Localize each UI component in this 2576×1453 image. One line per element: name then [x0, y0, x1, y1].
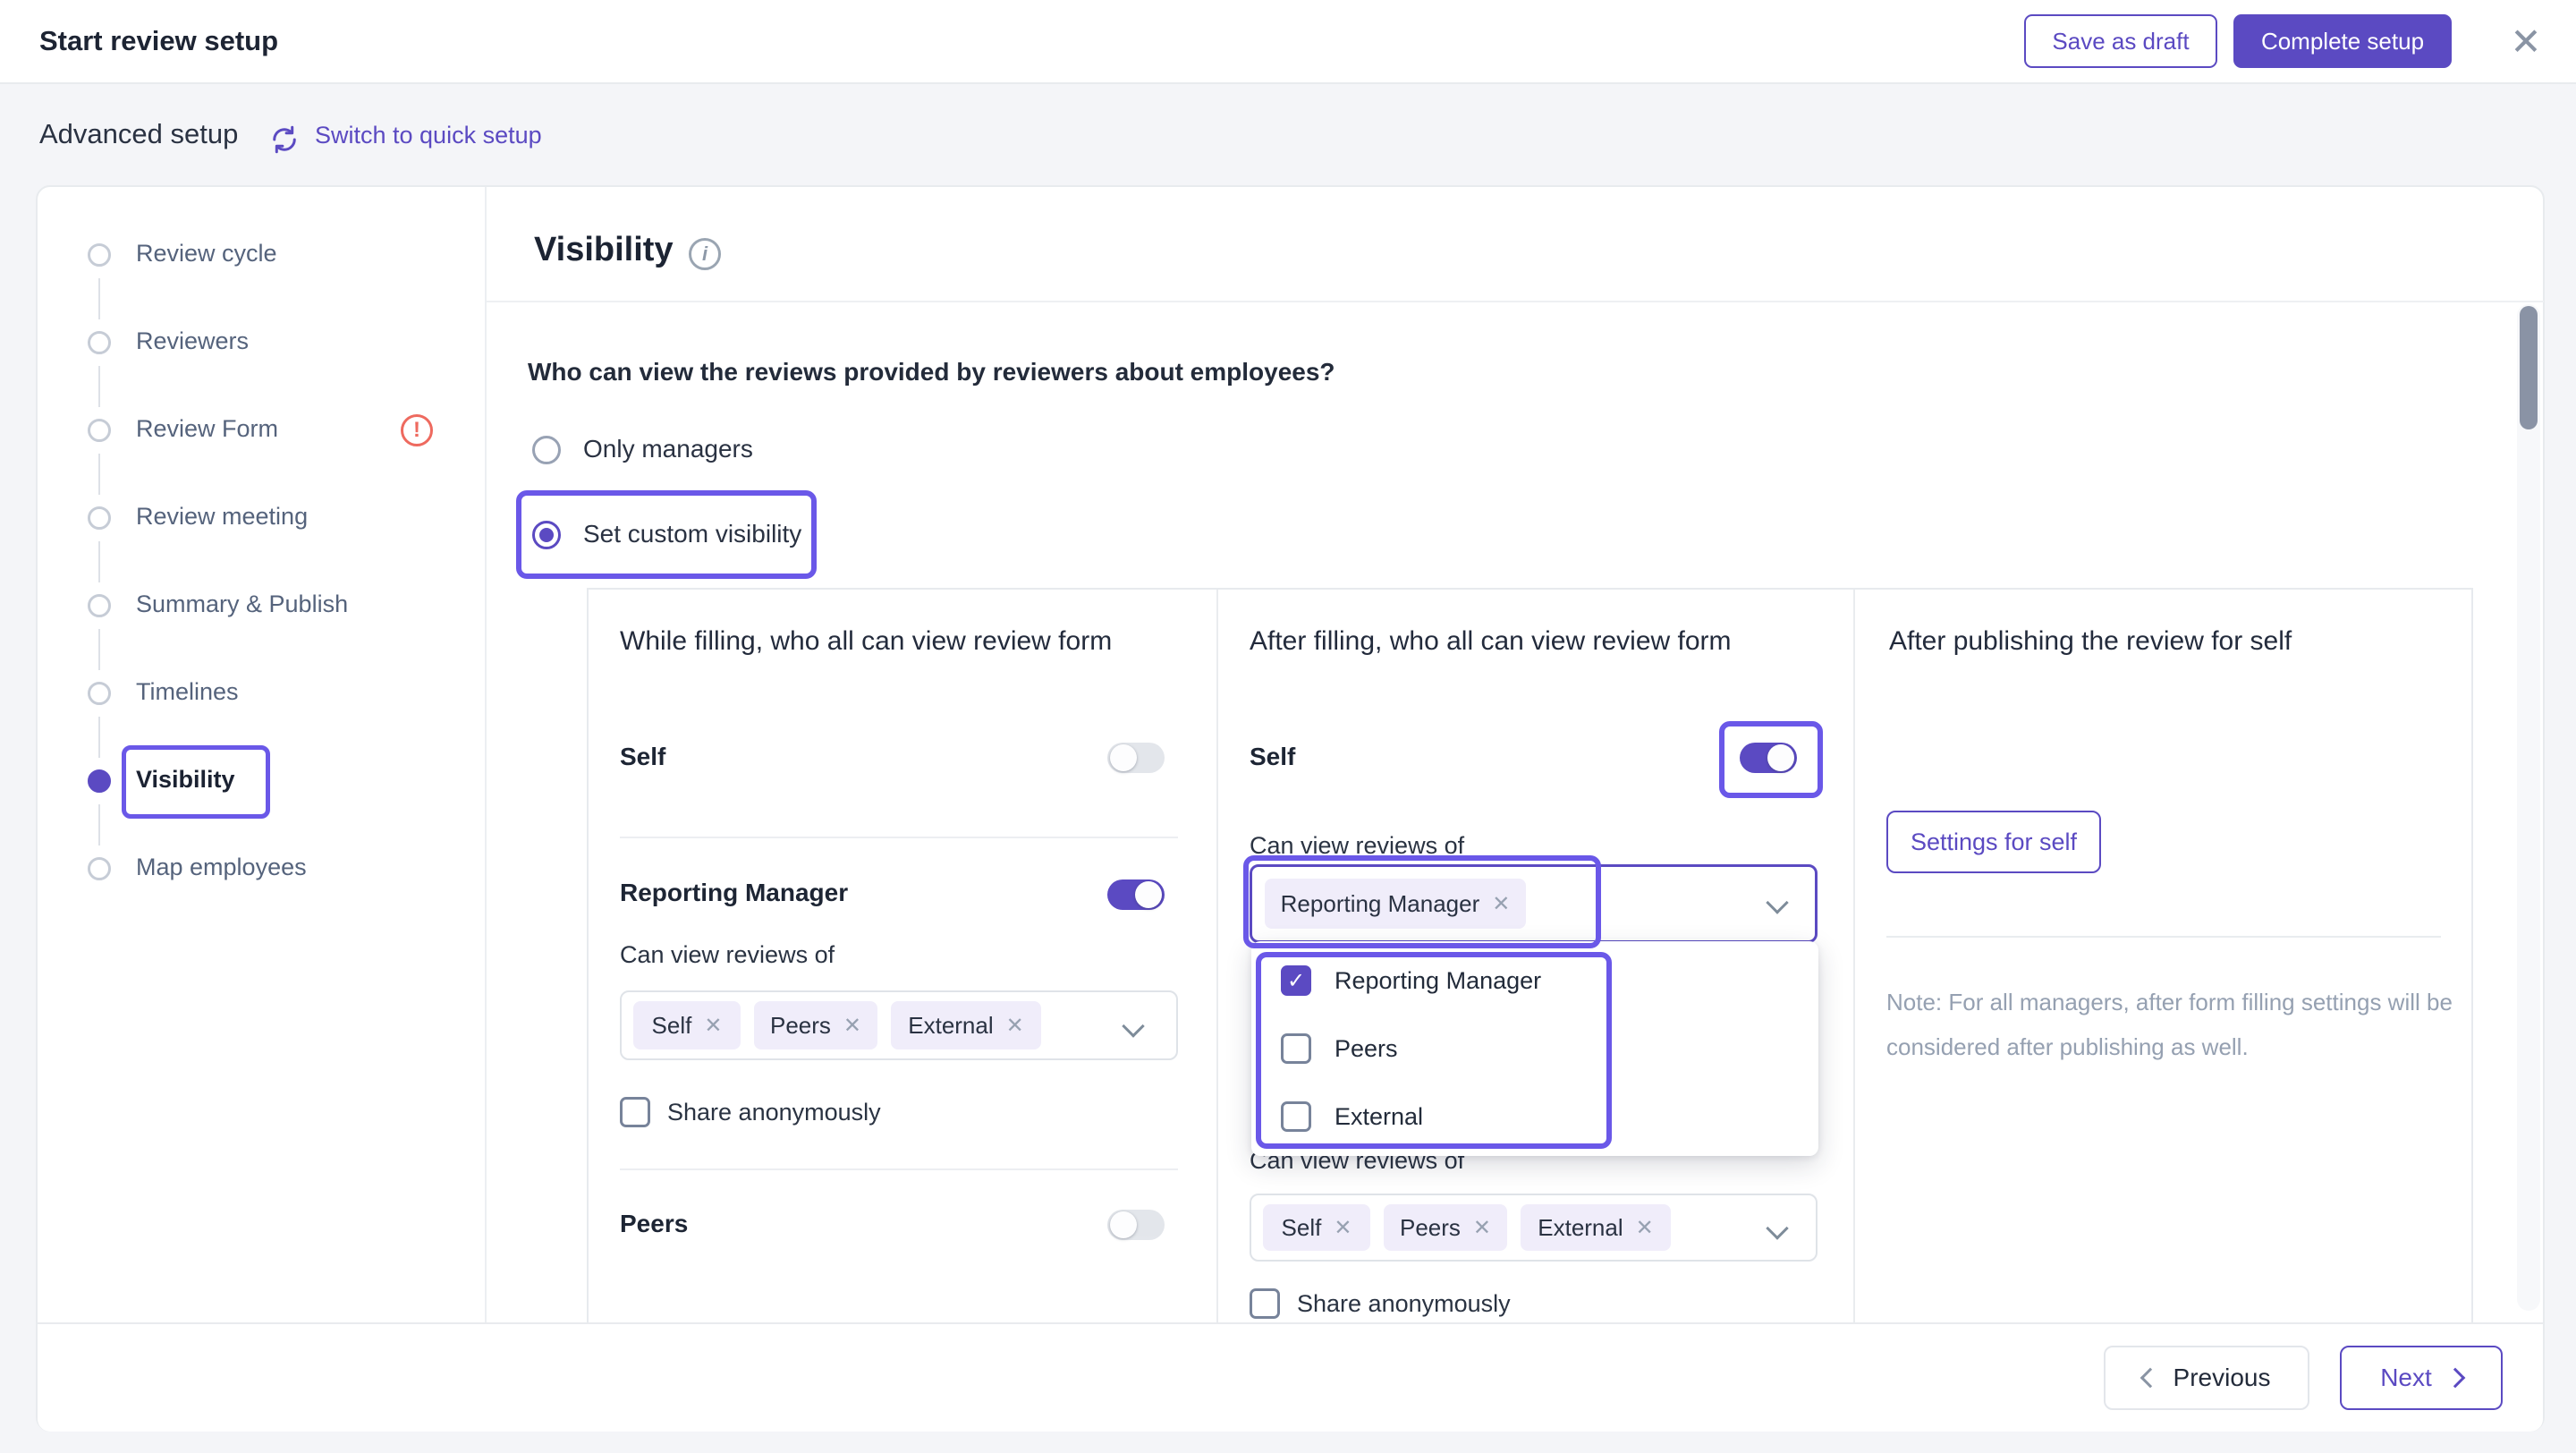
save-as-draft-button[interactable]: Save as draft — [2024, 14, 2217, 68]
col2-can-view-label: Can view reviews of — [1250, 832, 1465, 859]
sidebar-item-reviewers[interactable]: Reviewers — [136, 327, 250, 354]
chevron-right-icon — [2445, 1367, 2466, 1389]
radio-only-managers-label[interactable]: Only managers — [583, 435, 753, 463]
scroll-fade — [589, 1235, 1215, 1321]
col1-tag-self: Self ✕ — [633, 1001, 741, 1049]
remove-tag-icon[interactable]: ✕ — [1334, 1215, 1352, 1240]
complete-setup-button[interactable]: Complete setup — [2233, 14, 2452, 68]
step-connector — [98, 804, 100, 845]
col1-self-toggle[interactable] — [1107, 743, 1165, 773]
col2-tag-self: Self ✕ — [1263, 1204, 1370, 1251]
page-title: Start review setup — [39, 25, 279, 56]
sidebar-divider — [485, 187, 487, 1430]
col2-self-toggle[interactable] — [1740, 743, 1797, 773]
radio-set-custom-visibility[interactable] — [532, 521, 561, 549]
can-view-dropdown — [1251, 941, 1818, 1156]
col2-title: After filling, who all can view review f… — [1250, 626, 1732, 656]
col2-tag-external: External ✕ — [1521, 1204, 1671, 1251]
col1-tag-peers: Peers ✕ — [754, 1001, 877, 1049]
col2-self-label: Self — [1250, 743, 1296, 770]
col1-divider-2 — [620, 1168, 1178, 1170]
col1-peers-label: Peers — [620, 1210, 689, 1237]
step-connector — [98, 541, 100, 582]
col2-share-anonymously-label[interactable]: Share anonymously — [1297, 1290, 1511, 1317]
step-circle-map-employees — [88, 857, 111, 880]
sidebar-item-map-employees[interactable]: Map employees — [136, 854, 307, 880]
col2-tag-peers: Peers ✕ — [1384, 1204, 1507, 1251]
col2-selected-tag-reporting-manager: Reporting Manager ✕ — [1265, 879, 1526, 929]
step-circle-summary-publish — [88, 594, 111, 617]
remove-tag-icon[interactable]: ✕ — [1472, 1215, 1492, 1240]
previous-button[interactable]: Previous — [2104, 1346, 2309, 1410]
step-circle-review-meeting — [88, 506, 111, 530]
dropdown-option-external[interactable]: External — [1335, 1103, 1424, 1130]
info-icon[interactable]: i — [689, 238, 721, 270]
col1-reporting-manager-label: Reporting Manager — [620, 879, 849, 906]
scrollbar-track[interactable] — [2517, 304, 2540, 1311]
dropdown-checkbox-reporting-manager[interactable]: ✓ — [1281, 965, 1311, 996]
settings-for-self-button[interactable]: Settings for self — [1886, 811, 2101, 873]
dropdown-checkbox-external[interactable] — [1281, 1101, 1311, 1132]
step-circle-reviewers — [88, 331, 111, 354]
dropdown-checkbox-peers[interactable] — [1281, 1033, 1311, 1064]
warning-icon: ! — [401, 414, 433, 446]
col1-reporting-manager-toggle[interactable] — [1107, 879, 1165, 910]
remove-tag-icon[interactable]: ✕ — [1005, 1013, 1024, 1038]
column-divider-2 — [1853, 590, 1855, 1322]
sidebar-item-timelines[interactable]: Timelines — [136, 678, 239, 705]
radio-set-custom-visibility-label[interactable]: Set custom visibility — [583, 520, 802, 548]
scrollbar-thumb[interactable] — [2520, 306, 2538, 429]
setup-mode-label: Advanced setup — [39, 118, 239, 149]
step-connector — [98, 629, 100, 670]
remove-tag-icon[interactable]: ✕ — [843, 1013, 862, 1038]
col3-divider — [1886, 936, 2441, 938]
footer-bar — [38, 1322, 2543, 1432]
sidebar-item-visibility[interactable]: Visibility — [136, 766, 235, 793]
step-connector — [98, 278, 100, 319]
dropdown-option-reporting-manager[interactable]: Reporting Manager — [1335, 967, 1542, 994]
col1-self-label: Self — [620, 743, 666, 770]
step-circle-review-form — [88, 419, 111, 442]
next-button[interactable]: Next — [2340, 1346, 2503, 1410]
step-connector — [98, 366, 100, 407]
dropdown-option-peers[interactable]: Peers — [1335, 1035, 1398, 1062]
step-circle-timelines — [88, 682, 111, 705]
col1-can-view-label: Can view reviews of — [620, 941, 835, 968]
column-divider-1 — [1216, 590, 1218, 1322]
sync-icon — [268, 123, 301, 156]
sidebar-item-review-meeting[interactable]: Review meeting — [136, 503, 309, 530]
col3-note-line2: considered after publishing as well. — [1886, 1033, 2249, 1060]
radio-only-managers[interactable] — [532, 436, 561, 464]
col1-divider-1 — [620, 837, 1178, 838]
col1-tag-external: External ✕ — [891, 1001, 1041, 1049]
switch-to-quick-setup-link[interactable]: Switch to quick setup — [315, 122, 542, 149]
sidebar-item-summary-publish[interactable]: Summary & Publish — [136, 591, 349, 617]
col3-note-line1: Note: For all managers, after form filli… — [1886, 989, 2453, 1015]
remove-tag-icon[interactable]: ✕ — [1492, 891, 1511, 916]
step-connector — [98, 717, 100, 758]
close-icon[interactable]: ✕ — [2510, 20, 2542, 63]
col1-title: While filling, who all can view review f… — [620, 626, 1113, 656]
step-circle-visibility — [88, 769, 111, 793]
section-title: Visibility — [534, 231, 674, 268]
chevron-left-icon — [2140, 1367, 2160, 1389]
title-divider — [487, 301, 2544, 302]
remove-tag-icon[interactable]: ✕ — [1635, 1215, 1654, 1240]
remove-tag-icon[interactable]: ✕ — [704, 1013, 723, 1038]
visibility-question: Who can view the reviews provided by rev… — [528, 358, 1335, 386]
step-connector — [98, 454, 100, 495]
col1-share-anonymously-checkbox[interactable] — [620, 1097, 650, 1127]
sidebar-item-review-cycle[interactable]: Review cycle — [136, 240, 277, 267]
col1-share-anonymously-label[interactable]: Share anonymously — [667, 1099, 881, 1126]
col2-share-anonymously-checkbox[interactable] — [1250, 1288, 1280, 1319]
sidebar-item-review-form[interactable]: Review Form — [136, 415, 279, 442]
col3-title: After publishing the review for self — [1889, 626, 2292, 656]
step-circle-review-cycle — [88, 243, 111, 267]
